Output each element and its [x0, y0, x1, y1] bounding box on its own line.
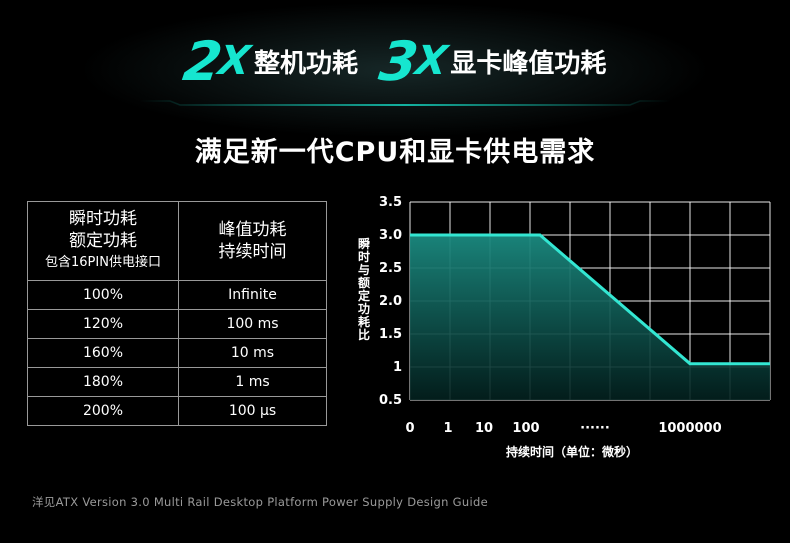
cell-load: 200% [27, 396, 179, 426]
table-row: 100% Infinite [27, 280, 327, 310]
power-ratio-chart: 3.5 3.0 2.5 2.0 1.5 1 0.5 0 1 10 100 ······ 1000000… [358, 195, 771, 459]
footer-citation: 洋见ATX Version 3.0 Multi Rail Desktop Pla… [32, 495, 488, 509]
headline-text-gpu: 显卡峰值功耗 [450, 48, 607, 79]
power-spec-table: 瞬时功耗 额定功耗 包含16PIN供电接口 峰值功耗 持续时间 100% Inf… [27, 201, 327, 426]
header-line-small: 包含16PIN供电接口 [45, 255, 161, 270]
glow-divider [140, 100, 670, 106]
header-cell-load: 瞬时功耗 额定功耗 包含16PIN供电接口 [27, 201, 179, 281]
multiplier-x-2: X [412, 38, 448, 84]
x-tick-label: 1 [443, 421, 452, 436]
y-tick-label: 1.5 [379, 327, 402, 342]
table-row: 120% 100 ms [27, 309, 327, 339]
table-row: 180% 1 ms [27, 367, 327, 397]
header-line: 峰值功耗 [218, 220, 287, 240]
x-tick-label: 0 [405, 421, 414, 436]
header-cell-duration: 峰值功耗 持续时间 [178, 201, 327, 281]
cell-load: 100% [27, 280, 179, 310]
series-line [410, 233, 770, 366]
header-line: 瞬时功耗 [69, 209, 137, 229]
y-tick-label: 3.0 [379, 228, 402, 243]
multiplier-x-1: X [215, 38, 252, 84]
table-row: 200% 100 μs [27, 396, 327, 426]
x-tick-label: 1000000 [658, 421, 721, 436]
table-row: 160% 10 ms [27, 338, 327, 368]
y-tick-label: 2.0 [379, 294, 402, 309]
x-tick-label: 100 [512, 421, 539, 436]
y-tick-label: 2.5 [379, 261, 402, 276]
header-line: 持续时间 [218, 242, 287, 262]
headline-text-system: 整机功耗 [253, 48, 358, 79]
cell-duration: Infinite [178, 280, 327, 310]
cell-duration: 10 ms [178, 338, 327, 368]
header-line: 额定功耗 [69, 231, 137, 251]
cell-load: 120% [27, 309, 179, 339]
page-subtitle: 满足新一代CPU和显卡供电需求 [194, 137, 596, 168]
y-tick-label: 3.5 [379, 195, 402, 210]
y-axis-label: 瞬时与额定功耗比 [358, 236, 370, 342]
x-tick-label: ······ [580, 421, 610, 436]
x-tick-label: 10 [475, 421, 493, 436]
header-glow [0, 0, 790, 140]
headline: 2 X 整机功耗 3 X 显卡峰值功耗 [0, 30, 790, 93]
cell-duration: 100 ms [178, 309, 327, 339]
cell-duration: 1 ms [178, 367, 327, 397]
cell-duration: 100 μs [178, 396, 327, 426]
x-axis-label: 持续时间（单位：微秒） [506, 444, 638, 459]
area-fill [410, 235, 770, 400]
y-tick-label: 1 [393, 360, 402, 375]
table-header-row: 瞬时功耗 额定功耗 包含16PIN供电接口 峰值功耗 持续时间 [27, 201, 327, 281]
cell-load: 160% [27, 338, 179, 368]
y-tick-label: 0.5 [379, 393, 402, 408]
cell-load: 180% [27, 367, 179, 397]
